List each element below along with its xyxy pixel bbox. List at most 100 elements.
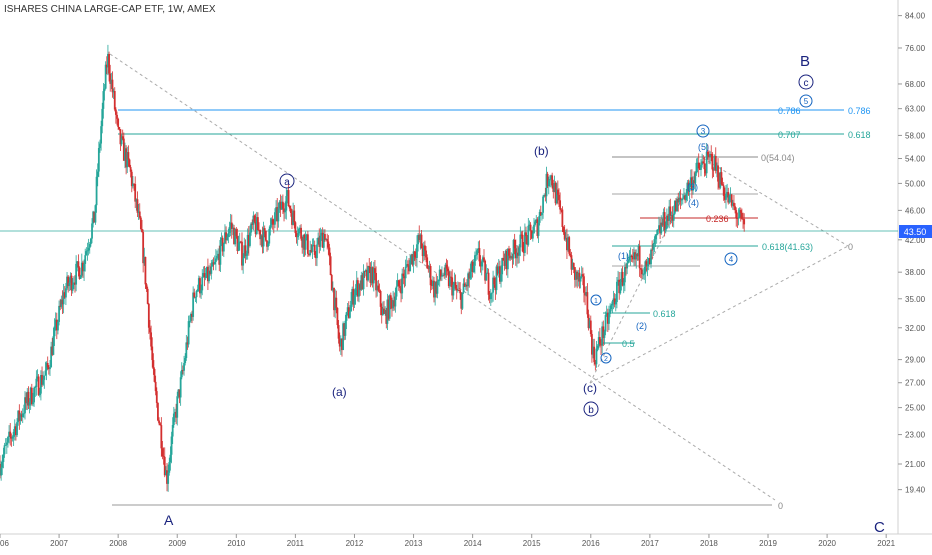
- candle-up: [26, 391, 29, 404]
- candle-up: [604, 315, 607, 332]
- candle-down: [300, 227, 302, 239]
- candle-up: [284, 210, 287, 213]
- candle-up: [205, 266, 208, 278]
- candle-down: [636, 253, 639, 257]
- candle-down: [659, 225, 661, 234]
- candle-down: [266, 240, 268, 247]
- candle-down: [471, 261, 474, 272]
- candle-down: [144, 256, 147, 285]
- y-tick-label: 76.00: [905, 44, 926, 53]
- candle-up: [2, 454, 5, 463]
- price-axis[interactable]: 84.00 76.00 68.00 63.00 58.00 54.00 50.00 46.00…: [898, 12, 926, 495]
- y-tick-label: 63.00: [905, 105, 926, 114]
- candle-down: [446, 268, 449, 272]
- candle-up: [608, 313, 610, 324]
- candle-up: [541, 212, 543, 216]
- candle-up: [394, 296, 397, 307]
- candle-down: [306, 234, 309, 254]
- candle-up: [262, 228, 265, 247]
- candle-down: [15, 426, 17, 436]
- candle-up: [353, 295, 356, 305]
- y-tick-label: 27.00: [905, 379, 926, 388]
- candle-up: [547, 180, 550, 187]
- candle-down: [399, 286, 401, 288]
- candle-down: [235, 229, 238, 237]
- candle-down: [93, 211, 96, 223]
- candle-up: [211, 262, 214, 267]
- candle-down: [369, 266, 372, 283]
- candle-down: [544, 195, 547, 197]
- candle-up: [50, 346, 53, 368]
- candle-up: [523, 232, 526, 253]
- y-tick-label: 23.00: [905, 431, 926, 440]
- candle-up: [58, 305, 60, 322]
- candle-down: [257, 217, 259, 231]
- fib-label-0707: 0.707: [778, 130, 801, 140]
- candle-down: [327, 241, 330, 248]
- y-tick-label: 42.00: [905, 236, 926, 245]
- candle-down: [559, 200, 562, 210]
- symbol-header[interactable]: ISHARES CHINA LARGE-CAP ETF, 1W, AMEX: [4, 4, 222, 15]
- candle-down: [294, 222, 297, 234]
- candle-down: [406, 264, 409, 266]
- candlestick-series[interactable]: [0, 44, 746, 492]
- candle-down: [667, 215, 669, 221]
- candle-up: [331, 287, 334, 291]
- candle-up: [716, 165, 718, 171]
- candle-up: [16, 422, 18, 436]
- candle-up: [201, 276, 204, 291]
- candle-up: [299, 227, 301, 230]
- candle-down: [554, 183, 557, 204]
- candle-up: [553, 183, 556, 192]
- candle-up: [694, 173, 697, 184]
- candle-down: [393, 300, 396, 307]
- dashed-trendline-long[interactable]: [109, 53, 776, 501]
- candle-down: [30, 387, 33, 405]
- candle-up: [17, 410, 20, 423]
- candle-up: [192, 292, 195, 317]
- dashed-projection-lower[interactable]: [702, 157, 849, 247]
- candle-up: [404, 266, 407, 279]
- candle-down: [704, 169, 707, 174]
- candle-down: [162, 456, 165, 457]
- candle-up: [132, 183, 134, 187]
- candle-up: [52, 336, 55, 355]
- candle-down: [151, 346, 154, 361]
- time-axis[interactable]: 2006 2007 2008 2009 2010 2011 2012 2013 2014 2015…: [0, 534, 896, 548]
- candle-up: [80, 262, 83, 276]
- candle-up: [441, 275, 443, 277]
- candle-up: [345, 312, 348, 321]
- candle-up: [655, 234, 658, 235]
- candle-down: [387, 299, 390, 319]
- candle-down: [450, 276, 452, 278]
- dashed-projection-upper[interactable]: [589, 245, 849, 384]
- candle-up: [653, 239, 656, 245]
- candle-up: [86, 250, 89, 252]
- candle-down: [625, 267, 627, 269]
- candle-up: [635, 253, 638, 260]
- candle-up: [519, 234, 522, 248]
- candle-down: [380, 306, 383, 315]
- candle-down: [153, 368, 156, 382]
- candle-up: [237, 242, 240, 252]
- candle-up: [79, 275, 82, 279]
- candle-up: [304, 238, 307, 250]
- candle-up: [577, 272, 580, 280]
- candle-down: [730, 194, 733, 206]
- x-tick-label: 2016: [582, 539, 600, 548]
- candle-down: [375, 272, 377, 291]
- candle-up: [545, 173, 548, 197]
- candle-down: [157, 402, 159, 421]
- y-tick-label: 54.00: [905, 155, 926, 164]
- candle-up: [214, 258, 217, 263]
- candle-up: [354, 288, 357, 296]
- candle-down: [109, 73, 112, 84]
- candle-up: [650, 249, 652, 265]
- candle-down: [525, 232, 527, 237]
- candle-up: [668, 206, 671, 221]
- candle-down: [648, 258, 651, 265]
- candle-down: [454, 282, 457, 289]
- candle-down: [333, 287, 335, 311]
